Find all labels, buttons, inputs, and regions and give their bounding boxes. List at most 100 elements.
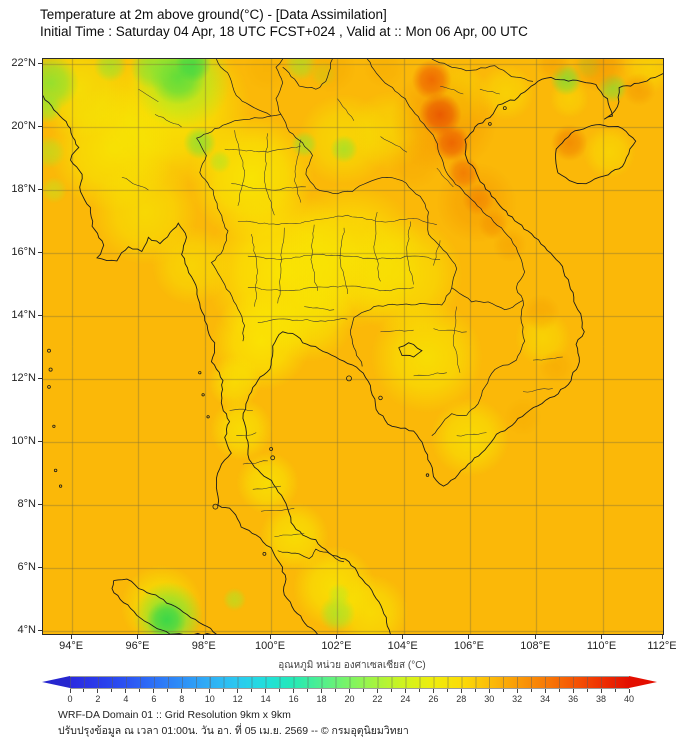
province-border-path [231,183,306,191]
province-border-path [380,136,408,153]
lon-tick-mark [269,635,271,639]
province-border-path [252,485,282,490]
country-border-path [431,59,534,82]
province-border-path [433,328,467,333]
figure-title: Temperature at 2m above ground(°C) - [Da… [40,7,387,22]
colorbar-tick-mark [321,689,323,693]
coastline-path [242,73,663,634]
colorbar-tick-label: 6 [151,694,157,704]
lat-tick-label: 4°N [17,623,36,636]
island-outline [198,371,202,375]
colorbar-tick-mark [209,689,211,693]
lon-tick-label: 102°E [321,640,352,652]
colorbar-tick-label: 26 [428,694,439,704]
province-border-path [154,114,182,128]
lon-tick-label: 108°E [520,640,551,652]
lat-tick-label: 8°N [17,497,36,510]
lat-tick-label: 20°N [11,119,36,132]
province-border-path [479,88,500,95]
island-outline [488,122,492,126]
country-border-path [216,59,272,117]
colorbar-tick-mark [97,689,99,693]
island-outline [502,106,507,110]
footer-domain-info: WRF-DA Domain 01 :: Grid Resolution 9km … [58,709,291,721]
province-border-path [452,306,461,373]
province-border-path [373,212,381,282]
country-border-path [196,137,246,342]
province-border-path [310,224,318,291]
colorbar-tick-mark [335,689,337,692]
country-border-path [350,287,453,367]
lat-tick-label: 14°N [11,308,36,321]
lon-tick-mark [136,635,138,639]
colorbar-tick-mark [404,689,406,693]
colorbar-tick-mark [111,689,113,692]
country-border-path [275,59,284,115]
figure-title-block: Temperature at 2m above ground(°C) - [Da… [40,6,528,40]
colorbar-tick-mark [446,689,448,692]
colorbar-tick-mark [181,689,183,693]
lat-tick-label: 10°N [11,434,36,447]
province-border-path [234,130,245,206]
figure-subtitle: Initial Time : Saturday 04 Apr, 18 UTC F… [40,24,528,39]
island-outline [378,395,383,401]
province-border-path [261,507,295,512]
island-outline [425,473,430,477]
province-border-path [304,306,335,311]
colorbar-tick-mark [460,689,462,693]
lon-tick-mark [203,635,205,639]
coastline-path [43,95,318,634]
lon-tick-label: 110°E [586,640,617,652]
colorbar-tick-mark [153,689,155,693]
lon-tick-mark [70,635,72,639]
coastline-path [398,342,423,358]
lon-tick-label: 106°E [453,640,485,652]
colorbar-tick-mark [474,689,476,692]
island-outline [212,503,219,510]
province-border-path [236,432,257,436]
colorbar-tick-label: 16 [288,694,299,704]
province-border-path [456,432,487,437]
colorbar-tick-mark [432,689,434,693]
colorbar-tick-mark [69,689,71,693]
colorbar-tick-mark [376,689,378,693]
lon-tick-mark [402,635,404,639]
colorbar-tick-mark [558,689,560,692]
province-border-path [380,329,414,333]
colorbar-tick-mark [349,689,350,693]
colorbar-tick-label: 24 [400,694,411,704]
country-border-path [366,59,526,301]
province-border-path [250,234,259,307]
island-outline [47,385,51,389]
province-border-path [277,227,285,304]
map-plot-area [42,58,664,635]
island-outline [262,551,267,556]
colorbar-tick-mark [125,689,127,693]
colorbar-tick-mark [586,689,588,692]
province-border-path [257,318,348,323]
colorbar-tick-mark [600,689,602,693]
province-border-path [522,388,553,393]
island-outline [270,455,276,461]
colorbar-tick-label: 34 [540,694,551,704]
colorbar-tick-mark [307,689,309,692]
island-outline [48,367,53,372]
footer-update-info: ปรับปรุงข้อมูล ณ เวลา 01:00น. วัน อา. ที… [58,725,409,737]
country-border-path [196,114,282,139]
colorbar-tick-label: 8 [179,694,185,704]
colorbar-tick-label: 36 [568,694,579,704]
colorbar-tick-mark [614,689,616,692]
colorbar-tick-mark [83,689,85,692]
province-border-path [274,533,305,537]
province-border-path [247,253,441,260]
colorbar-tick-mark [195,689,197,692]
lat-tick-label: 18°N [11,182,36,195]
colorbar-tick-mark [516,689,518,693]
colorbar-tick-mark [544,689,546,693]
lon-tick-label: 112°E [647,640,676,652]
lon-tick-label: 98°E [191,640,216,652]
colorbar-tick-mark [362,689,364,692]
colorbar-tick-label: 38 [596,694,607,704]
island-outline [346,375,352,382]
province-border-path [138,88,159,103]
